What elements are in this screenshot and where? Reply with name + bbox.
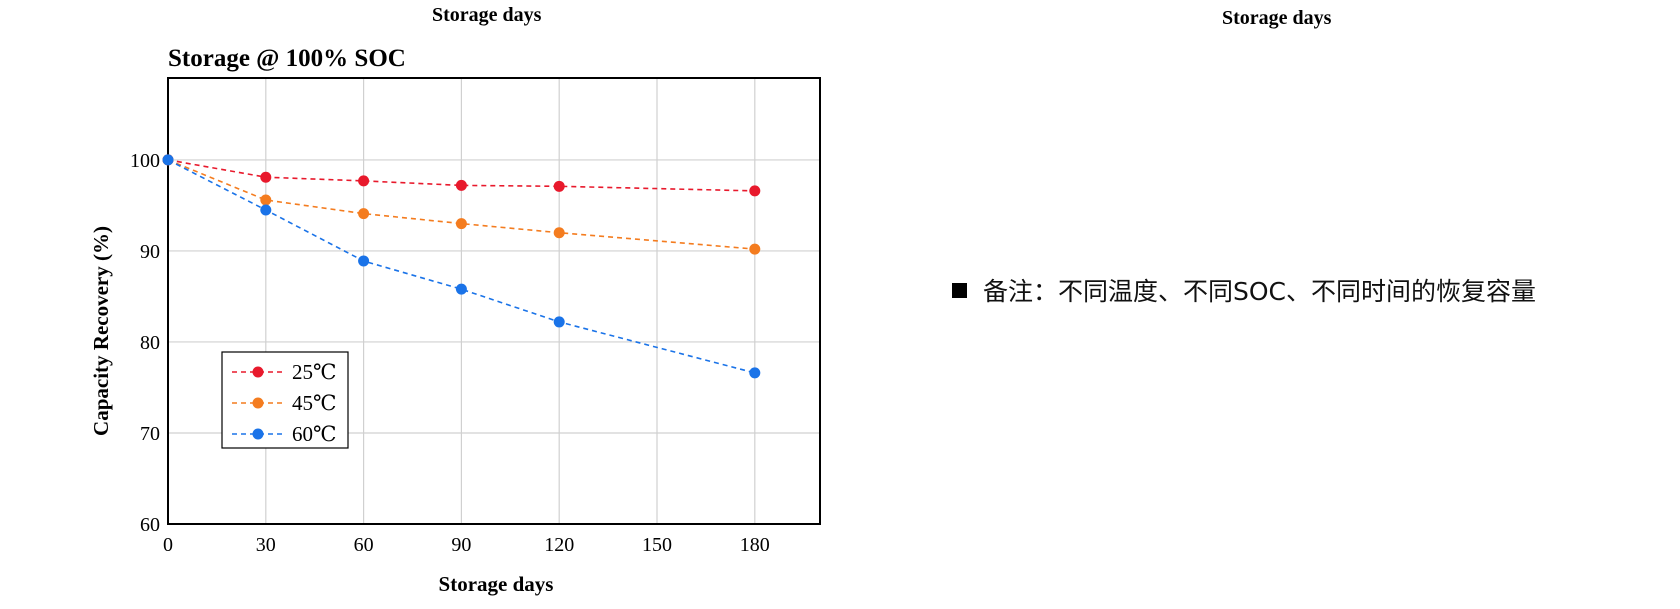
y-tick-label: 80: [140, 332, 160, 354]
y-tick-label: 90: [140, 241, 160, 263]
x-tick-label: 90: [451, 534, 471, 556]
x-axis-label: Storage days: [439, 572, 554, 596]
data-point: [455, 179, 467, 191]
x-tick-label: 0: [163, 534, 173, 556]
data-point: [162, 154, 174, 166]
series-line-2: [167, 159, 756, 374]
data-point: [455, 283, 467, 295]
capacity-recovery-chart: 0 30 60 90 120 150 180 60 70 80 90 100 Storage @ 100…: [89, 45, 821, 596]
y-axis-label: Capacity Recovery (%): [89, 226, 113, 436]
y-tick-label: 60: [140, 514, 160, 536]
data-point: [553, 227, 565, 239]
note-text: 备注：不同温度、不同SOC、不同时间的恢复容量: [983, 277, 1537, 306]
x-tick-label: 30: [256, 534, 276, 556]
plot-frame: [167, 77, 821, 525]
legend-label: 60℃: [292, 422, 337, 446]
chart-title: Storage @ 100% SOC: [168, 45, 406, 72]
legend-label: 25℃: [292, 360, 337, 384]
data-point: [553, 316, 565, 328]
y-tick-label: 70: [140, 423, 160, 445]
data-point: [553, 180, 565, 192]
data-point: [358, 175, 370, 187]
legend-marker: [252, 366, 264, 378]
series-line-1: [167, 159, 755, 250]
data-point: [358, 255, 370, 267]
data-point: [260, 171, 272, 183]
series-line-0: [167, 159, 755, 192]
data-point: [260, 194, 272, 206]
note: 备注：不同温度、不同SOC、不同时间的恢复容量: [952, 272, 1536, 308]
data-point: [455, 218, 467, 230]
top-axis-label-right: Storage days: [1222, 7, 1332, 29]
square-bullet-icon: [952, 282, 967, 298]
x-tick-label: 180: [740, 534, 770, 556]
data-point: [260, 204, 272, 216]
x-tick-label: 60: [354, 534, 374, 556]
data-point: [358, 208, 370, 220]
y-tick-label: 100: [130, 150, 160, 172]
legend-box: [221, 351, 349, 449]
legend-marker: [252, 397, 264, 409]
legend-label: 45℃: [292, 391, 337, 415]
top-axis-label-left: Storage days: [432, 4, 542, 26]
data-point: [749, 243, 761, 255]
data-point: [749, 185, 761, 197]
legend-marker: [252, 428, 264, 440]
x-tick-label: 150: [642, 534, 672, 556]
data-point: [749, 367, 761, 379]
x-tick-label: 120: [544, 534, 574, 556]
